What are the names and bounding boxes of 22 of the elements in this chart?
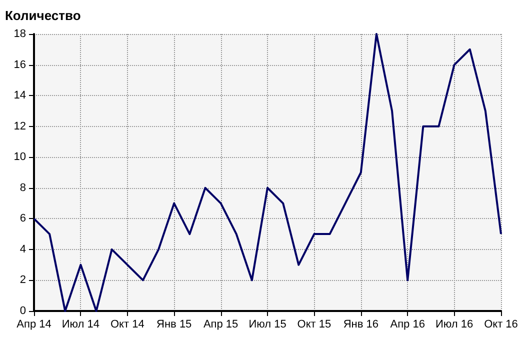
x-tick-label: Апр 16 bbox=[390, 318, 425, 330]
x-tick-label: Янв 16 bbox=[343, 318, 378, 330]
y-tick-label: 8 bbox=[20, 182, 26, 194]
y-tick-label: 16 bbox=[14, 58, 26, 71]
y-axis-title: Количество bbox=[5, 8, 81, 23]
y-tick-label: 12 bbox=[14, 120, 26, 132]
x-tick-label: Июл 14 bbox=[62, 318, 100, 330]
y-tick-label: 18 bbox=[14, 28, 26, 40]
x-tick-label: Апр 15 bbox=[203, 318, 238, 330]
x-tick-label: Окт 14 bbox=[110, 318, 144, 330]
x-tick-label: Янв 15 bbox=[156, 318, 192, 330]
y-tick-label: 10 bbox=[14, 151, 26, 164]
y-tick-label: 6 bbox=[20, 212, 26, 225]
x-tick-label: Апр 14 bbox=[16, 318, 52, 330]
y-tick-label: 14 bbox=[14, 90, 26, 102]
y-tick-label: 0 bbox=[20, 305, 26, 317]
x-tick-label: Июл 15 bbox=[248, 318, 286, 330]
y-tick-label: 2 bbox=[20, 274, 26, 286]
x-tick-label: Июл 16 bbox=[435, 318, 474, 330]
x-tick-label: Окт 16 bbox=[484, 318, 518, 330]
y-tick-label: 4 bbox=[20, 243, 26, 256]
x-tick-label: Окт 15 bbox=[297, 318, 332, 330]
